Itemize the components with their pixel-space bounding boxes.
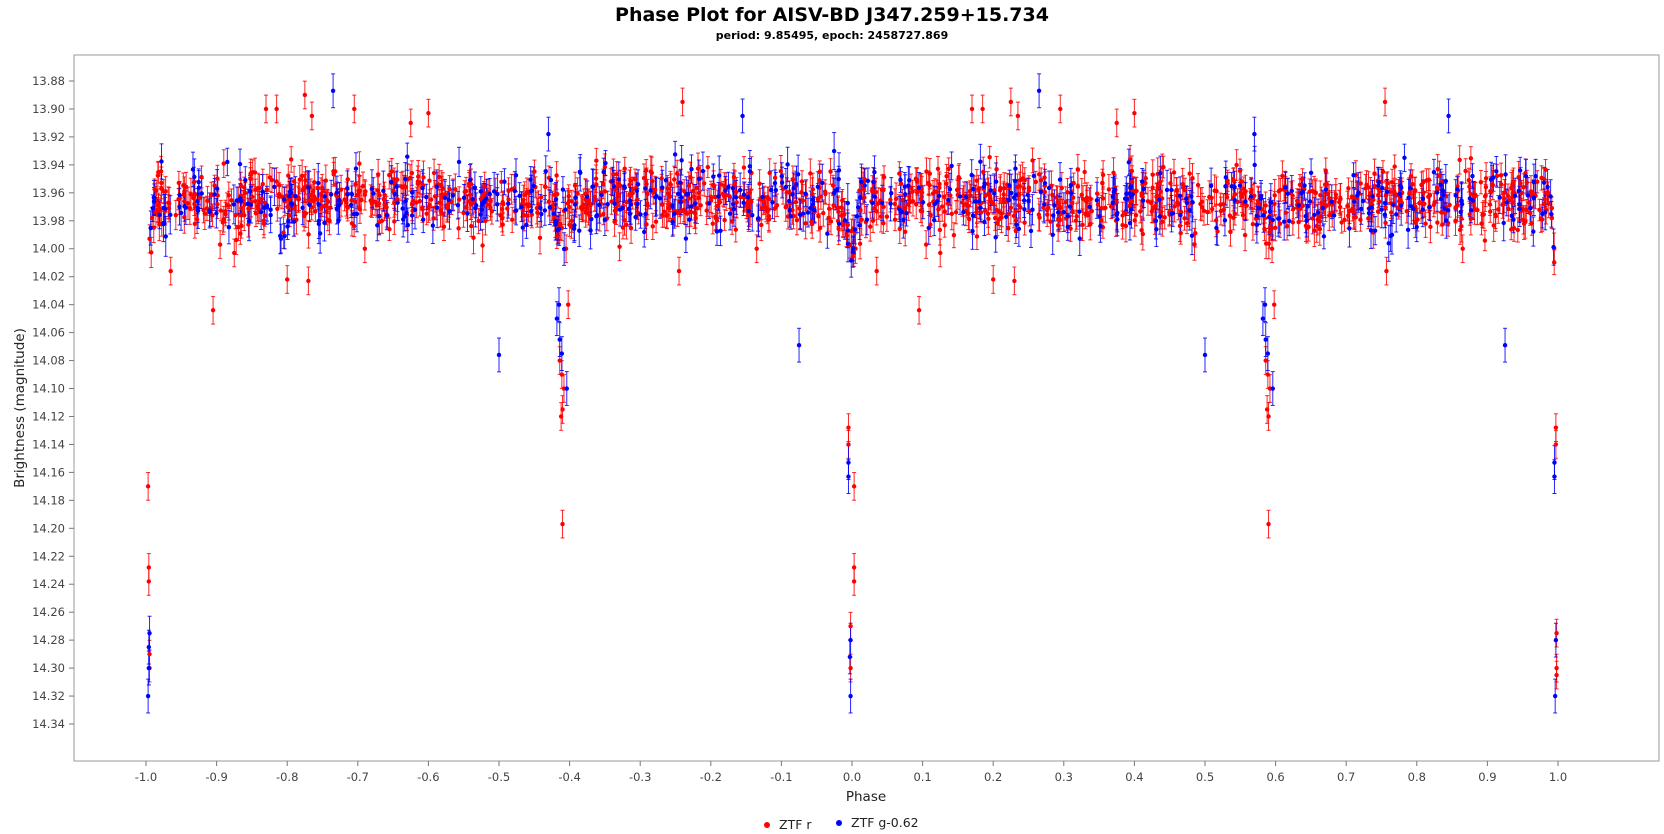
y-tick-label: 14.02 (32, 270, 65, 284)
x-tick-label: 0.5 (1196, 770, 1214, 784)
x-tick-label: -0.2 (700, 770, 722, 784)
y-tick-label: 14.00 (32, 242, 65, 256)
y-tick-label: 14.24 (32, 577, 65, 591)
x-tick-label: -0.4 (558, 770, 580, 784)
x-tick-label: 0.2 (984, 770, 1002, 784)
x-tick-label: 0.7 (1337, 770, 1355, 784)
y-tick-label: 14.10 (32, 382, 65, 396)
y-axis: 13.88 13.90 13.92 13.94 13.96 13.98 14.00 14.02… (32, 74, 74, 731)
y-tick-label: 13.98 (32, 214, 65, 228)
x-axis: -1.0 -0.9 -0.8 -0.7 -0.6 -0.5 -0.4 -0.3 -0.2 -0.1… (135, 761, 1567, 784)
x-tick-label: -0.8 (276, 770, 298, 784)
y-tick-label: 13.94 (32, 158, 65, 172)
y-tick-label: 14.06 (32, 326, 65, 340)
chart-title: Phase Plot for AISV-BD J347.259+15.734 (615, 4, 1049, 26)
y-tick-label: 14.34 (32, 717, 65, 731)
x-tick-label: -1.0 (135, 770, 157, 784)
y-tick-label: 13.96 (32, 186, 65, 200)
x-tick-label: -0.3 (629, 770, 651, 784)
x-tick-label: -0.5 (488, 770, 510, 784)
x-tick-label: 0.8 (1408, 770, 1426, 784)
y-tick-label: 14.30 (32, 661, 65, 675)
y-tick-label: 13.90 (32, 102, 65, 116)
y-tick-label: 14.16 (32, 465, 65, 479)
x-tick-label: 0.1 (913, 770, 931, 784)
x-tick-label: -0.1 (770, 770, 792, 784)
plot-area (73, 54, 1660, 762)
y-tick-label: 14.14 (32, 437, 65, 451)
x-tick-label: 0.0 (843, 770, 861, 784)
y-tick-label: 14.04 (32, 298, 65, 312)
x-tick-label: 1.0 (1549, 770, 1567, 784)
chart-subtitle: period: 9.85495, epoch: 2458727.869 (716, 29, 949, 42)
x-tick-label: 0.6 (1266, 770, 1284, 784)
y-tick-label: 14.20 (32, 521, 65, 535)
y-tick-label: 14.22 (32, 549, 65, 563)
y-tick-label: 14.08 (32, 354, 65, 368)
x-tick-label: -0.7 (347, 770, 369, 784)
y-tick-label: 14.12 (32, 409, 65, 423)
x-tick-label: -0.6 (417, 770, 439, 784)
x-tick-label: -0.9 (205, 770, 227, 784)
x-tick-label: 0.4 (1125, 770, 1143, 784)
y-tick-label: 13.92 (32, 130, 65, 144)
y-tick-label: 14.32 (32, 689, 65, 703)
y-tick-label: 14.18 (32, 493, 65, 507)
x-tick-label: 0.9 (1478, 770, 1496, 784)
y-tick-label: 14.26 (32, 605, 65, 619)
x-tick-label: 0.3 (1055, 770, 1073, 784)
y-tick-label: 13.88 (32, 74, 65, 88)
y-tick-label: 14.28 (32, 633, 65, 647)
